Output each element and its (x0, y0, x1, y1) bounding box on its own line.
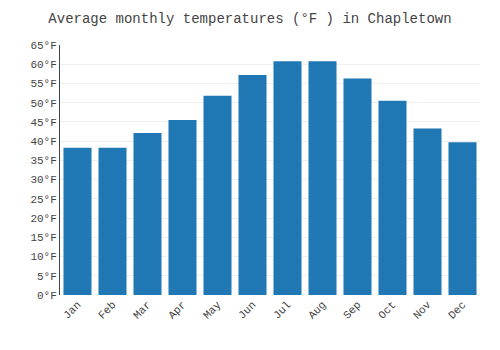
svg-text:45°F: 45°F (30, 117, 56, 129)
svg-text:Apr: Apr (166, 299, 188, 321)
svg-text:40°F: 40°F (30, 136, 56, 148)
svg-text:0°F: 0°F (37, 290, 57, 302)
svg-text:Nov: Nov (411, 299, 434, 322)
svg-text:25°F: 25°F (30, 194, 56, 206)
svg-text:May: May (201, 299, 224, 322)
svg-text:Sep: Sep (341, 299, 363, 321)
svg-text:Average monthly temperatures (: Average monthly temperatures (°F ) in Ch… (48, 11, 451, 27)
svg-text:Aug: Aug (306, 299, 328, 321)
svg-text:60°F: 60°F (30, 59, 56, 71)
svg-text:35°F: 35°F (30, 155, 56, 167)
svg-text:Oct: Oct (376, 299, 398, 321)
svg-text:Jul: Jul (271, 299, 293, 321)
svg-text:Jun: Jun (236, 299, 258, 321)
svg-text:Feb: Feb (96, 299, 118, 321)
svg-text:50°F: 50°F (30, 98, 56, 110)
svg-text:Dec: Dec (446, 299, 468, 321)
svg-text:15°F: 15°F (30, 232, 56, 244)
svg-text:5°F: 5°F (37, 271, 57, 283)
svg-text:10°F: 10°F (30, 251, 56, 263)
svg-text:30°F: 30°F (30, 174, 56, 186)
svg-text:Mar: Mar (131, 299, 153, 321)
svg-text:20°F: 20°F (30, 213, 56, 225)
svg-text:65°F: 65°F (30, 40, 56, 52)
svg-text:Jan: Jan (61, 299, 83, 321)
svg-text:55°F: 55°F (30, 78, 56, 90)
